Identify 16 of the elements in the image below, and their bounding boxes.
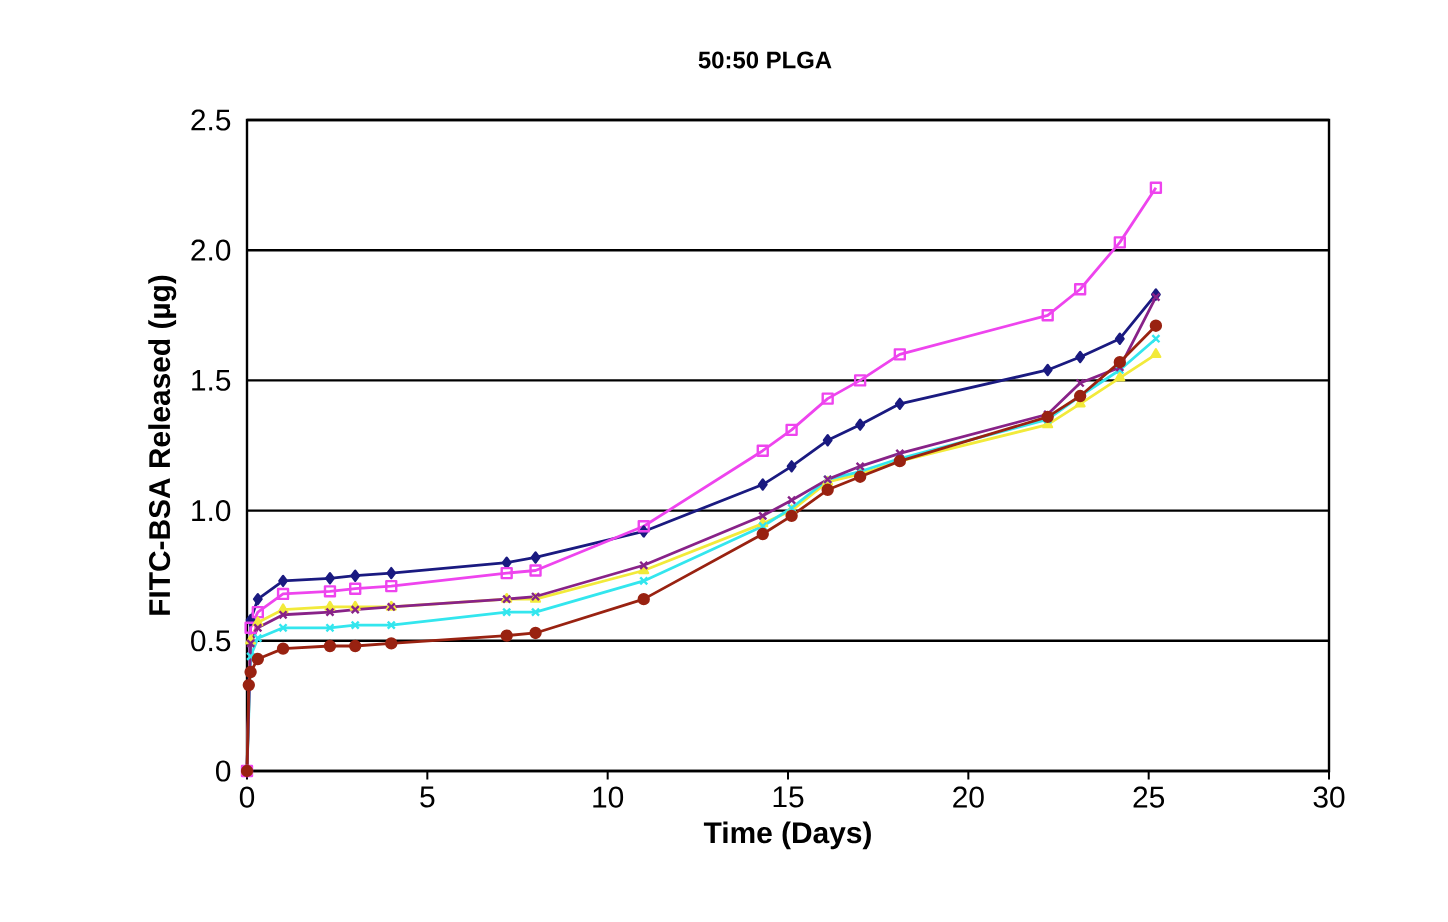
y-tick-label: 0 bbox=[215, 760, 231, 782]
x-tick-label: 25 bbox=[1133, 786, 1165, 808]
y-tick-label: 1.0 bbox=[192, 500, 231, 522]
y-tick-label: 2.0 bbox=[191, 239, 231, 261]
x-tick-label: 0 bbox=[239, 786, 255, 808]
x-tick-label: 10 bbox=[593, 786, 624, 808]
x-axis-title: Time (Days) bbox=[703, 821, 871, 850]
y-tick-label: 1.5 bbox=[192, 369, 231, 391]
x-tick-label: 20 bbox=[953, 786, 984, 808]
y-tick-label: 0.5 bbox=[191, 630, 231, 652]
x-tick-label: 15 bbox=[773, 786, 804, 808]
y-tick-label: 2.5 bbox=[191, 109, 231, 131]
x-tick-label: 5 bbox=[420, 786, 435, 808]
y-axis-title: FITC-BSA Released (µg) bbox=[148, 275, 177, 615]
x-tick-label: 30 bbox=[1313, 786, 1345, 808]
chart-title: 50:50 PLGA bbox=[698, 51, 832, 69]
